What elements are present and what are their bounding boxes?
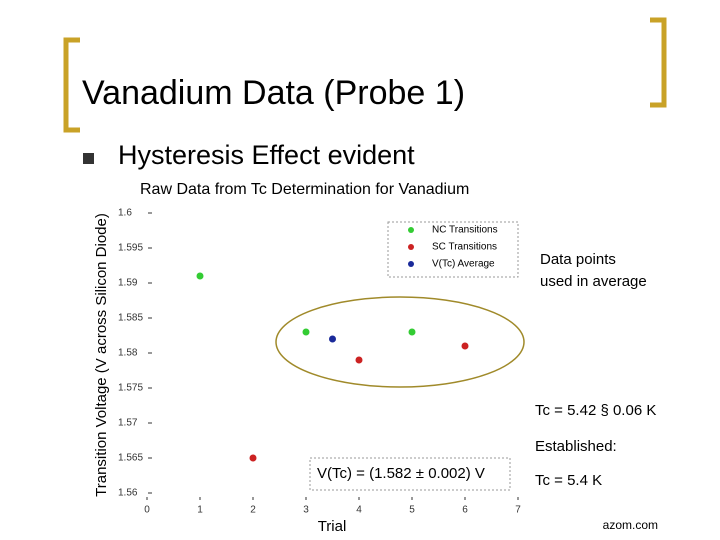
left-bracket [63,37,80,133]
x-tick-label: 2 [250,505,256,516]
legend-marker [408,244,414,250]
y-axis-label: Transition Voltage (V across Silicon Dio… [93,213,110,497]
data-point [329,335,336,343]
data-point [196,272,204,280]
y-tick-label: 1.57 [118,418,138,429]
y-tick-label: 1.575 [118,383,143,394]
established-value: Tc = 5.4 K [535,472,602,489]
y-tick-label: 1.585 [118,313,143,324]
x-tick-label: 3 [303,505,309,516]
legend-label: NC Transitions [432,225,498,236]
chart-title: Raw Data from Tc Determination for Vanad… [140,181,469,198]
bullet-marker [83,153,94,164]
legend-marker [408,227,414,233]
y-tick-label: 1.56 [118,488,138,499]
data-point [355,356,363,364]
y-tick-label: 1.595 [118,243,143,254]
annotation: V(Tc) = (1.582 ± 0.002) V [317,465,485,482]
legend-marker [408,261,414,267]
highlight-ellipse [275,296,525,388]
right-bracket [650,17,667,108]
x-axis-label: Trial [318,518,347,535]
bullet-text: Hysteresis Effect evident [118,140,415,170]
slide-title: Vanadium Data (Probe 1) [82,74,465,112]
y-tick-label: 1.565 [118,453,143,464]
x-tick-label: 7 [515,505,521,516]
source: azom.com [603,518,658,532]
data-point [461,342,469,350]
legend-label: SC Transitions [432,242,497,253]
x-tick-label: 0 [144,505,150,516]
note: Data points [540,251,616,268]
note-end: used in average [540,273,647,290]
annotation-box [309,457,511,491]
y-tick-label: 1.58 [118,348,138,359]
data-point [249,454,257,462]
x-tick-label: 4 [356,505,362,516]
result: Tc = 5.42 § 0.06 K [535,402,656,419]
legend-label: V(Tc) Average [432,259,495,270]
established-label: Established: [535,438,617,455]
x-tick-label: 6 [462,505,468,516]
y-tick-label: 1.59 [118,278,138,289]
x-tick-label: 1 [197,505,203,516]
data-point [408,328,416,336]
y-tick-label: 1.6 [118,208,132,219]
x-tick-label: 5 [409,505,415,516]
data-point [302,328,310,336]
